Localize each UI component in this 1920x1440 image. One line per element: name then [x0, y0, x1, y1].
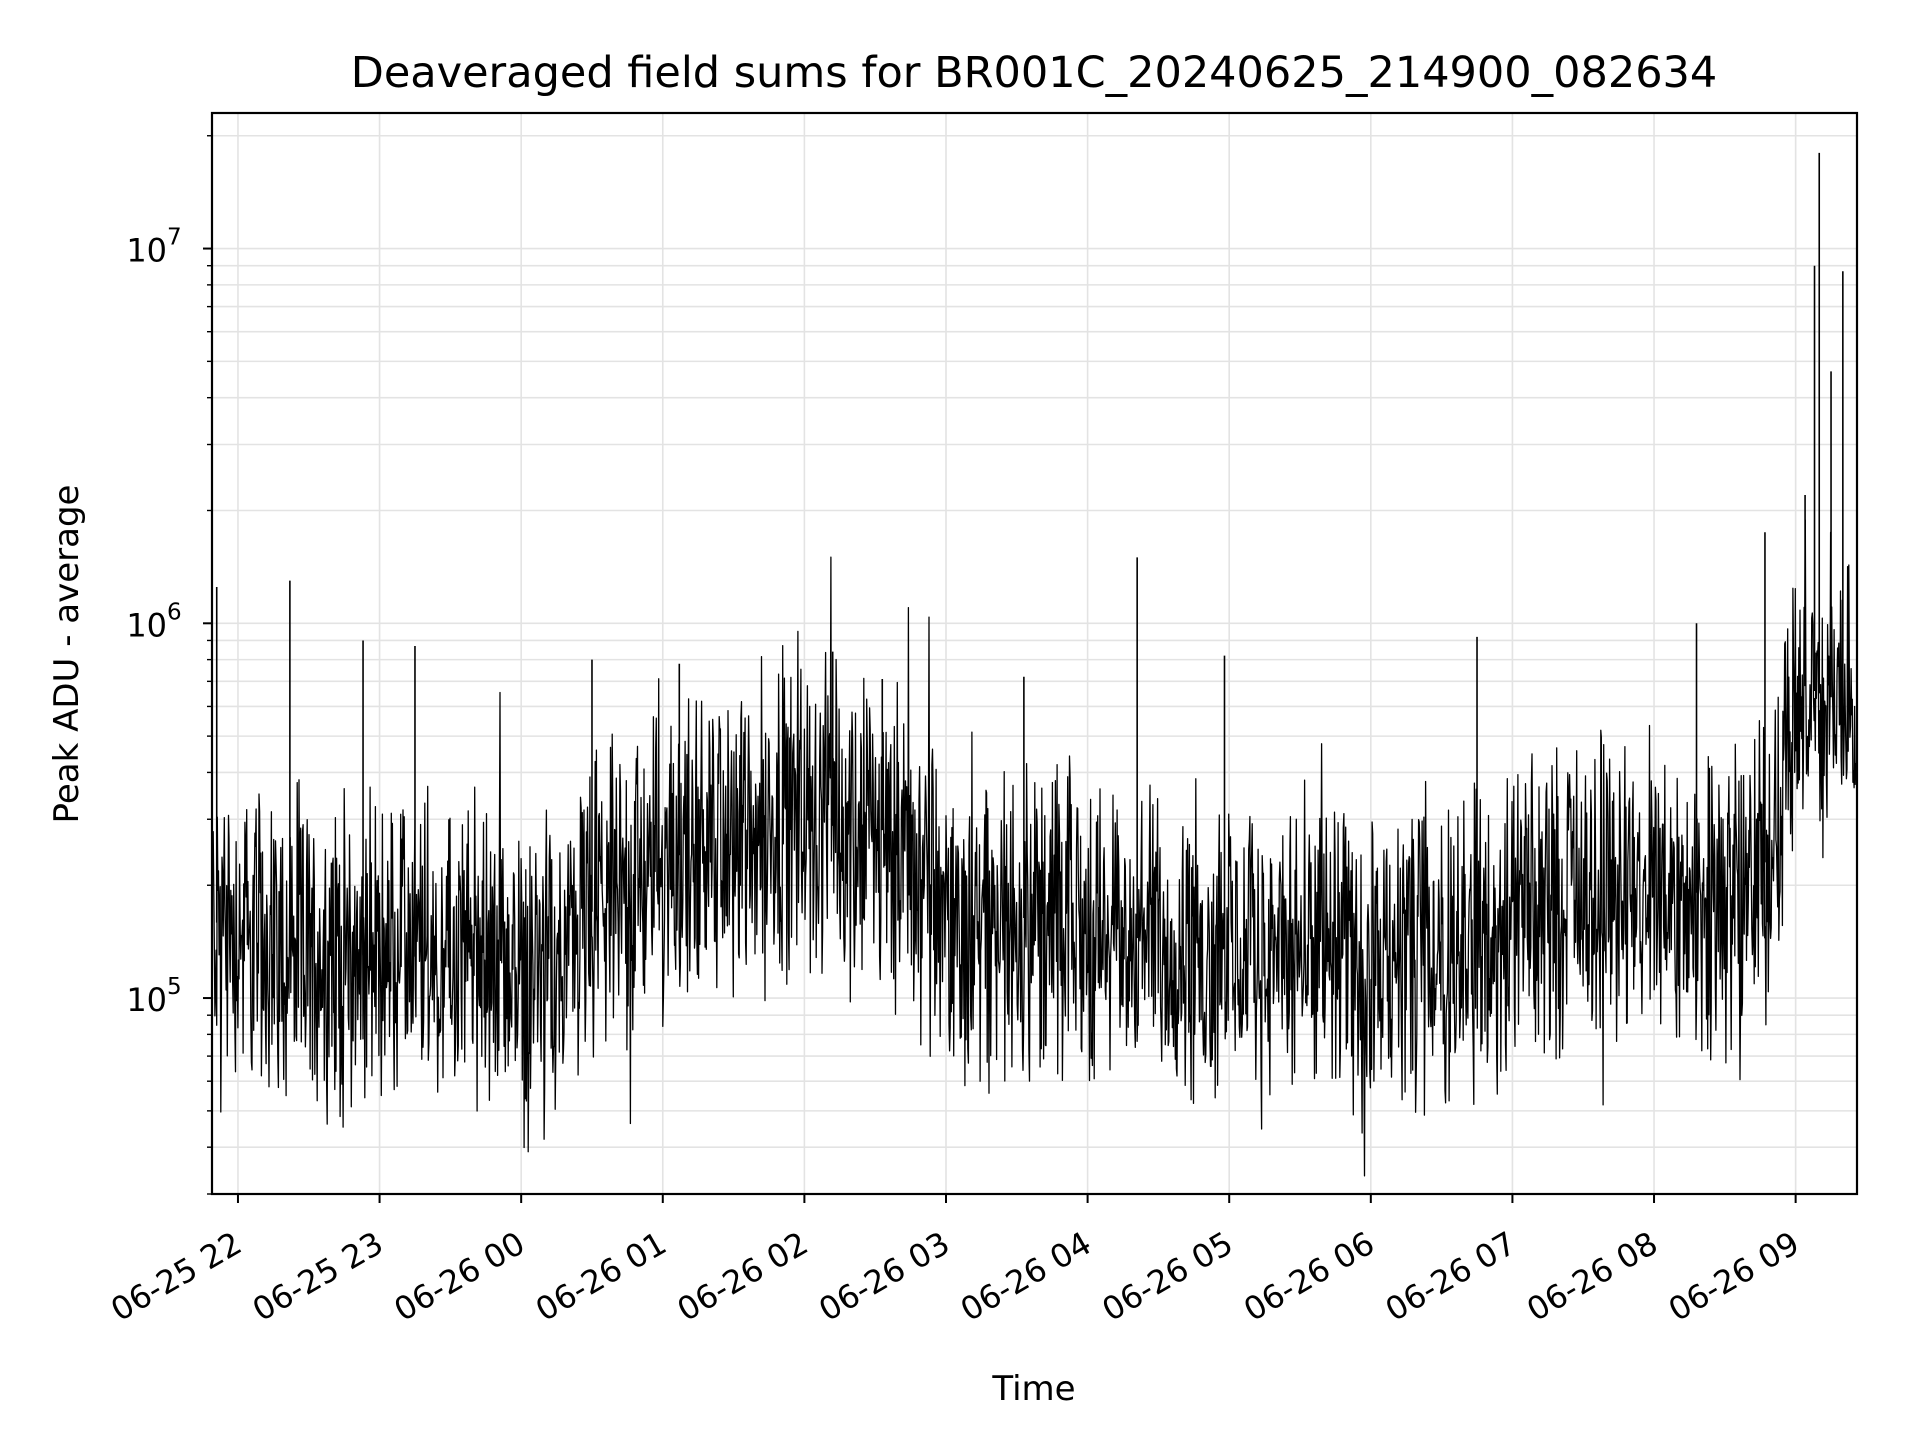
plot-frame: [210, 111, 1859, 1196]
y-axis-ticks: 105 106 107: [126, 135, 212, 1195]
x-tick-label: 06-26 03: [812, 1224, 956, 1329]
x-tick-label: 06-26 06: [1237, 1224, 1381, 1329]
x-tick-label: 06-25 23: [246, 1224, 390, 1329]
chart-title: Deaveraged field sums for BR001C_2024062…: [351, 48, 1718, 98]
x-tick-label: 06-26 08: [1520, 1224, 1664, 1329]
y-tick-label: 106: [126, 599, 181, 644]
x-tick-label: 06-26 01: [529, 1224, 673, 1329]
x-axis-label: Time: [991, 1369, 1075, 1409]
x-tick-label: 06-26 04: [954, 1224, 1098, 1329]
x-tick-label: 06-26 00: [388, 1224, 532, 1329]
x-tick-label: 06-26 07: [1379, 1224, 1523, 1329]
y-tick-label: 105: [126, 974, 181, 1019]
x-tick-label: 06-26 09: [1662, 1224, 1806, 1329]
x-tick-label: 06-25 22: [104, 1224, 248, 1329]
x-tick-label: 06-26 02: [671, 1224, 815, 1329]
y-axis-label: Peak ADU - average: [47, 485, 87, 824]
data-series: [211, 152, 1858, 1177]
series-line: [211, 519, 1858, 1177]
y-tick-label: 107: [126, 225, 181, 270]
x-tick-label: 06-26 05: [1096, 1224, 1240, 1329]
plot-area: [210, 111, 1859, 1196]
